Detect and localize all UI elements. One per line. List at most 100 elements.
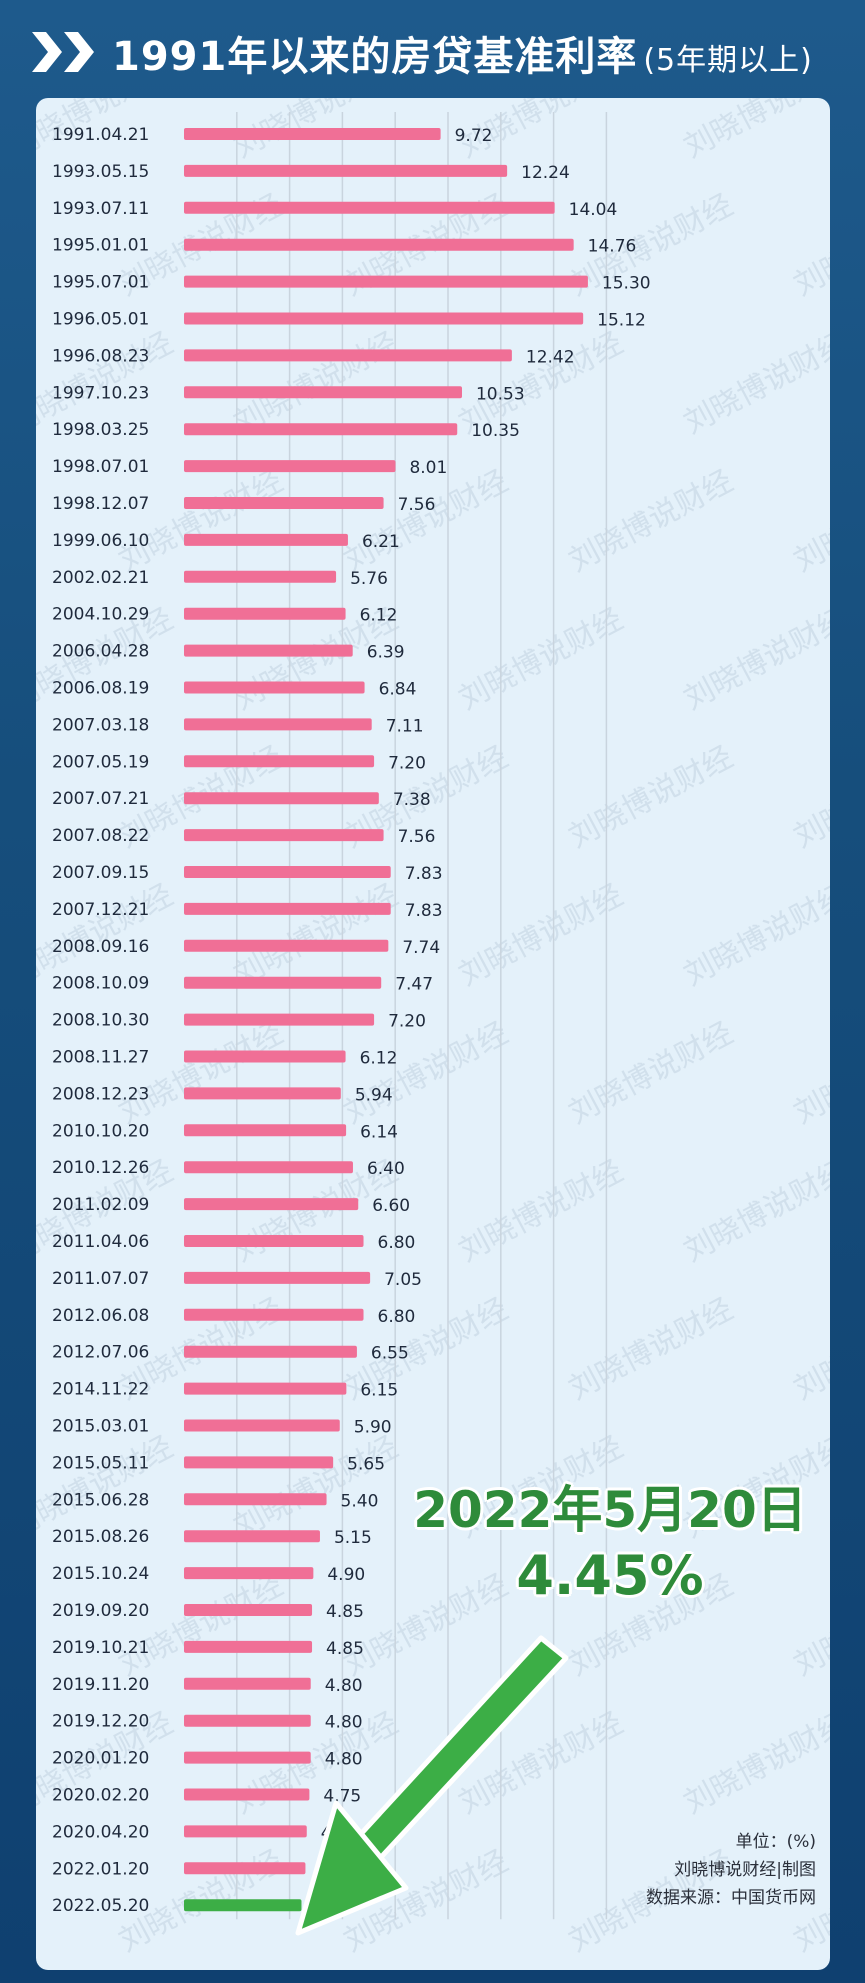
bar [184,1087,341,1100]
green-arrow-icon [295,1635,569,1936]
value-label: 7.05 [384,1270,422,1290]
bar [184,1825,307,1838]
value-label: 9.72 [455,126,493,146]
category-label: 2019.09.20 [52,1601,149,1621]
value-label: 6.21 [362,532,400,552]
value-label: 7.83 [405,901,443,921]
highlight-callout: 2022年5月20日 4.45% [400,1478,820,1610]
category-label: 2011.02.09 [52,1195,149,1215]
value-label: 6.14 [360,1122,398,1142]
bar [184,423,458,436]
category-label: 1996.05.01 [52,310,149,330]
value-label: 8.01 [409,458,447,478]
value-label: 4.80 [325,1750,363,1770]
category-label: 2020.02.20 [52,1786,149,1806]
bar [184,460,396,473]
credit-note: 刘晓博说财经|制图 [674,1860,816,1880]
category-label: 1995.07.01 [52,273,149,293]
value-label: 6.84 [379,680,417,700]
value-label: 10.35 [471,421,520,441]
value-label: 5.65 [347,1454,385,1474]
category-label: 2007.07.21 [52,789,149,809]
double-chevron-icon [32,32,94,72]
bar [184,607,346,620]
value-label: 7.47 [395,975,433,995]
bar [184,792,379,805]
category-label: 2019.12.20 [52,1712,149,1732]
bar [184,164,508,177]
category-label: 1996.08.23 [52,346,149,366]
category-label: 2006.04.28 [52,642,149,662]
subtitle-text: (5年期以上) [643,43,813,78]
value-label: 6.60 [372,1196,410,1216]
category-label: 1999.06.10 [52,531,149,551]
callout-arrow-layer [295,1635,569,1936]
category-label: 2012.06.08 [52,1306,149,1326]
chart-footer: 单位：(%) 刘晓博说财经|制图 数据来源：中国货币网 [646,1828,816,1912]
value-label: 5.15 [334,1528,372,1548]
value-label: 15.12 [597,311,646,331]
bar [184,238,574,251]
value-label: 5.76 [350,569,388,589]
callout-date: 2022年5月20日 [413,1481,807,1539]
category-label: 1995.01.01 [52,236,149,256]
category-label: 2010.12.26 [52,1158,149,1178]
category-label: 2011.07.07 [52,1269,149,1289]
bar [184,681,365,694]
bar [184,1788,310,1801]
category-label: 2007.08.22 [52,826,149,846]
category-label: 1998.07.01 [52,457,149,477]
value-label: 6.15 [360,1381,398,1401]
value-label: 7.74 [402,938,440,958]
value-label: 6.12 [360,606,398,626]
bar [184,829,384,842]
value-label: 6.12 [360,1049,398,1069]
bar [184,1419,340,1432]
bar [184,1493,327,1506]
bar [184,976,382,989]
bar [184,1308,364,1321]
value-label: 4.80 [325,1676,363,1696]
value-label: 7.20 [388,1012,426,1032]
value-label: 4.75 [323,1787,361,1807]
bar [184,755,375,768]
category-label: 1997.10.23 [52,383,149,403]
value-label: 7.56 [398,827,436,847]
value-label: 6.80 [378,1233,416,1253]
highlight-bar [184,1899,302,1912]
value-label: 7.38 [393,790,431,810]
value-label: 6.55 [371,1344,409,1364]
value-label: 5.90 [354,1418,392,1438]
value-label: 12.42 [526,347,575,367]
bar [184,939,389,952]
bar [184,1677,311,1690]
category-label: 2008.12.23 [52,1084,149,1104]
value-label: 5.94 [355,1085,393,1105]
bar [184,128,441,140]
bar [184,718,372,731]
bar [184,1050,346,1063]
bar [184,497,384,509]
category-label: 2007.03.18 [52,715,149,735]
category-label: 2011.04.06 [52,1232,149,1252]
value-label: 4.85 [326,1602,364,1622]
value-label: 4.85 [326,1639,364,1659]
bar [184,1604,313,1616]
category-label: 2010.10.20 [52,1121,149,1141]
bar [184,1751,311,1764]
page-title: 1991年以来的房贷基准利率 (5年期以上) [112,24,813,82]
category-label: 2012.07.06 [52,1343,149,1363]
category-label: 2008.09.16 [52,937,149,957]
bar [184,1198,359,1211]
bar [184,349,512,362]
bar [184,386,462,399]
category-label: 2004.10.29 [52,605,149,625]
bar [184,866,391,878]
category-label: 2007.05.19 [52,752,149,772]
bar [184,1013,375,1026]
source-note: 数据来源：中国货币网 [646,1888,816,1908]
bar [184,1456,334,1469]
category-label: 2015.06.28 [52,1490,149,1510]
bar [184,1161,353,1174]
value-label: 4.80 [325,1713,363,1733]
